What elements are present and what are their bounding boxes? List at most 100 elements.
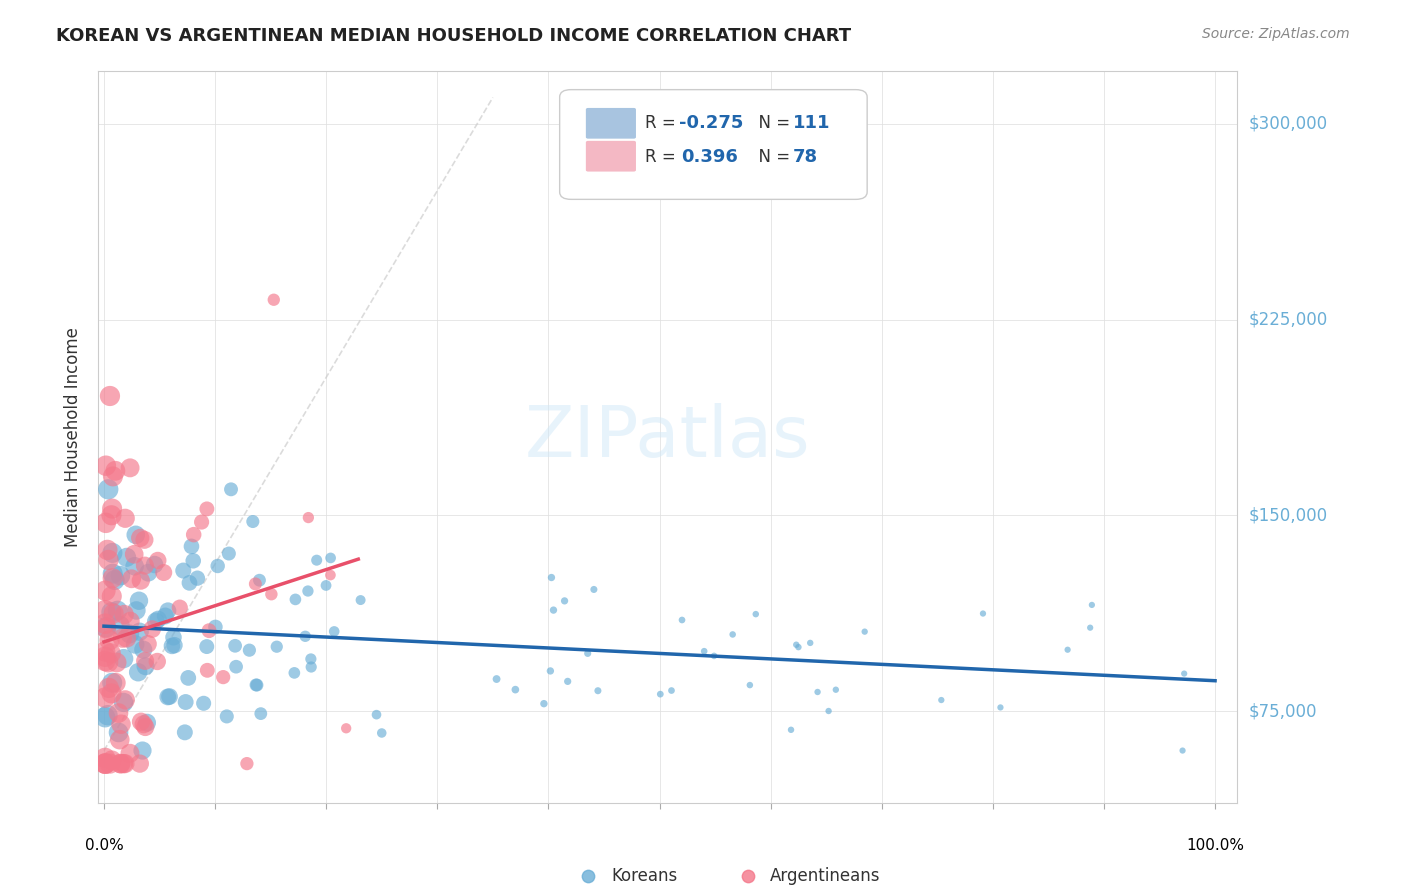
Point bbox=[349, 593, 371, 607]
Point bbox=[110, 756, 132, 771]
Point bbox=[179, 575, 201, 590]
Point bbox=[156, 690, 179, 704]
Point bbox=[366, 707, 388, 722]
Point bbox=[824, 682, 846, 697]
Point bbox=[128, 624, 150, 639]
Point bbox=[195, 663, 218, 677]
Point bbox=[263, 293, 285, 307]
Point bbox=[721, 627, 744, 641]
Point bbox=[97, 483, 120, 497]
Point bbox=[1171, 743, 1194, 757]
Point bbox=[212, 670, 235, 684]
Point bbox=[283, 665, 305, 680]
Point bbox=[294, 629, 316, 643]
Point bbox=[100, 589, 122, 603]
Point bbox=[132, 717, 155, 731]
Point bbox=[180, 540, 202, 554]
Point bbox=[236, 756, 259, 771]
Point bbox=[146, 655, 169, 669]
Point bbox=[160, 639, 183, 653]
Point bbox=[122, 547, 145, 561]
Point bbox=[104, 675, 127, 690]
Text: R =: R = bbox=[645, 114, 681, 132]
Point bbox=[107, 603, 129, 617]
Text: 100.0%: 100.0% bbox=[1187, 838, 1244, 853]
Point bbox=[94, 756, 117, 771]
Point bbox=[94, 756, 117, 771]
Text: 0.0%: 0.0% bbox=[84, 838, 124, 853]
Point bbox=[101, 566, 124, 581]
Point bbox=[100, 686, 122, 700]
Point bbox=[305, 553, 328, 567]
Point bbox=[186, 571, 208, 585]
Point bbox=[94, 621, 117, 635]
Point bbox=[297, 510, 319, 524]
Text: Koreans: Koreans bbox=[612, 867, 678, 885]
Point bbox=[225, 659, 247, 673]
Point bbox=[114, 693, 136, 707]
Point bbox=[101, 675, 124, 690]
Point bbox=[817, 704, 839, 718]
Point bbox=[177, 671, 200, 685]
Point bbox=[745, 607, 768, 621]
Point bbox=[245, 577, 267, 591]
Text: $150,000: $150,000 bbox=[1249, 507, 1327, 524]
Point bbox=[554, 594, 576, 608]
Text: KOREAN VS ARGENTINEAN MEDIAN HOUSEHOLD INCOME CORRELATION CHART: KOREAN VS ARGENTINEAN MEDIAN HOUSEHOLD I… bbox=[56, 27, 852, 45]
Point bbox=[110, 717, 132, 731]
Point bbox=[120, 460, 142, 475]
Point bbox=[124, 637, 146, 651]
Point bbox=[121, 572, 143, 586]
Point bbox=[128, 593, 150, 607]
Point bbox=[174, 695, 197, 709]
Point bbox=[1173, 666, 1195, 681]
Point bbox=[371, 726, 394, 740]
Point bbox=[94, 644, 117, 658]
Point bbox=[96, 708, 118, 723]
Point bbox=[131, 743, 153, 757]
Point bbox=[94, 516, 117, 530]
Point bbox=[146, 612, 169, 626]
Point bbox=[100, 605, 122, 619]
Text: 78: 78 bbox=[793, 148, 818, 166]
Point bbox=[124, 559, 146, 574]
Point bbox=[129, 531, 152, 545]
Point bbox=[533, 697, 555, 711]
Point bbox=[108, 618, 131, 632]
Point bbox=[94, 620, 117, 634]
Point bbox=[134, 654, 156, 668]
Point bbox=[118, 746, 141, 760]
Text: N =: N = bbox=[748, 114, 794, 132]
Point bbox=[538, 664, 561, 678]
Point bbox=[671, 613, 693, 627]
Point bbox=[143, 558, 166, 572]
Point bbox=[112, 651, 135, 665]
Point bbox=[156, 604, 179, 618]
Point bbox=[94, 649, 117, 664]
Point bbox=[557, 674, 579, 689]
Point bbox=[297, 584, 319, 599]
Point bbox=[107, 725, 129, 739]
Point bbox=[323, 624, 346, 639]
Point bbox=[159, 690, 181, 704]
Point bbox=[136, 637, 159, 651]
Point bbox=[141, 622, 163, 636]
Point bbox=[785, 638, 807, 652]
Point bbox=[219, 483, 242, 497]
Point bbox=[146, 553, 169, 567]
Point bbox=[155, 609, 177, 624]
Text: -0.275: -0.275 bbox=[679, 114, 744, 132]
Point bbox=[134, 720, 156, 734]
Point bbox=[929, 693, 952, 707]
Point bbox=[98, 756, 121, 771]
Point bbox=[112, 695, 135, 709]
Point bbox=[134, 659, 156, 673]
Point bbox=[780, 723, 803, 737]
Point bbox=[127, 665, 149, 680]
Point bbox=[224, 639, 246, 653]
Point bbox=[485, 672, 508, 686]
Text: N =: N = bbox=[748, 148, 794, 166]
Point bbox=[204, 620, 226, 634]
Point bbox=[101, 571, 124, 585]
Point bbox=[173, 725, 195, 739]
